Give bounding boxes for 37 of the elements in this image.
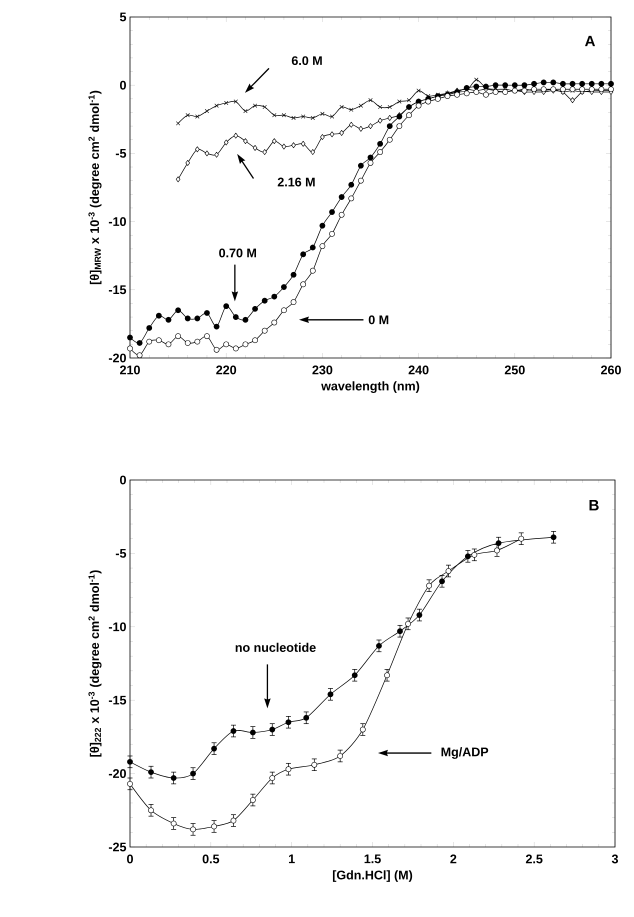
x-tick-label: 3 <box>612 854 618 864</box>
annotation: 6.0 M <box>292 56 322 66</box>
text: A <box>584 36 596 46</box>
x-tick-label: 2.5 <box>526 854 543 864</box>
text: [θ]$_{222}$ x 10$^{-3}$ (degree cm$^{2}$ dmol$^{-1}$) <box>88 570 102 757</box>
y-tick-label: -5 <box>116 149 126 158</box>
annotation: no nucleotide <box>236 642 316 652</box>
y-tick-label: -25 <box>108 842 126 852</box>
annotation: Mg/ADP <box>442 747 488 759</box>
x-tick-label: 2 <box>450 854 456 864</box>
text: [θ]$_{MRW}$ x 10$^{-3}$ (degree cm$^{2}$ dmol$^{-1}$) <box>88 90 102 284</box>
annotation: 0 M <box>368 315 388 324</box>
x-tick-label: 1 <box>288 854 295 864</box>
y-tick-label: 5 <box>120 12 126 22</box>
annotation: 2.16 M <box>278 178 315 186</box>
y-tick-label: 0 <box>120 476 126 484</box>
y-tick-label: -10 <box>108 217 126 226</box>
x-tick-label: 250 <box>504 366 525 374</box>
y-tick-label: -20 <box>108 354 126 362</box>
text: B <box>590 500 599 510</box>
annotation: 0.70 M <box>219 248 256 258</box>
y-tick-label: 0 <box>120 80 126 90</box>
x-axis-title: [Gdn.HCl] (M) <box>332 870 412 882</box>
y-tick-label: -10 <box>108 622 126 632</box>
x-tick-label: 260 <box>601 366 621 374</box>
x-axis-title: wavelength (nm) <box>321 381 420 393</box>
x-tick-label: 220 <box>216 366 236 374</box>
x-tick-label: 230 <box>312 366 332 374</box>
x-tick-label: 1.5 <box>364 854 381 864</box>
y-tick-label: -15 <box>108 696 126 705</box>
y-tick-label: -20 <box>108 769 126 778</box>
x-tick-label: 240 <box>408 366 429 374</box>
y-tick-label: -5 <box>116 549 126 558</box>
x-tick-label: 210 <box>120 366 140 374</box>
y-tick-label: -15 <box>108 285 126 294</box>
x-tick-label: 0 <box>127 854 133 864</box>
x-tick-label: 0.5 <box>202 854 220 864</box>
